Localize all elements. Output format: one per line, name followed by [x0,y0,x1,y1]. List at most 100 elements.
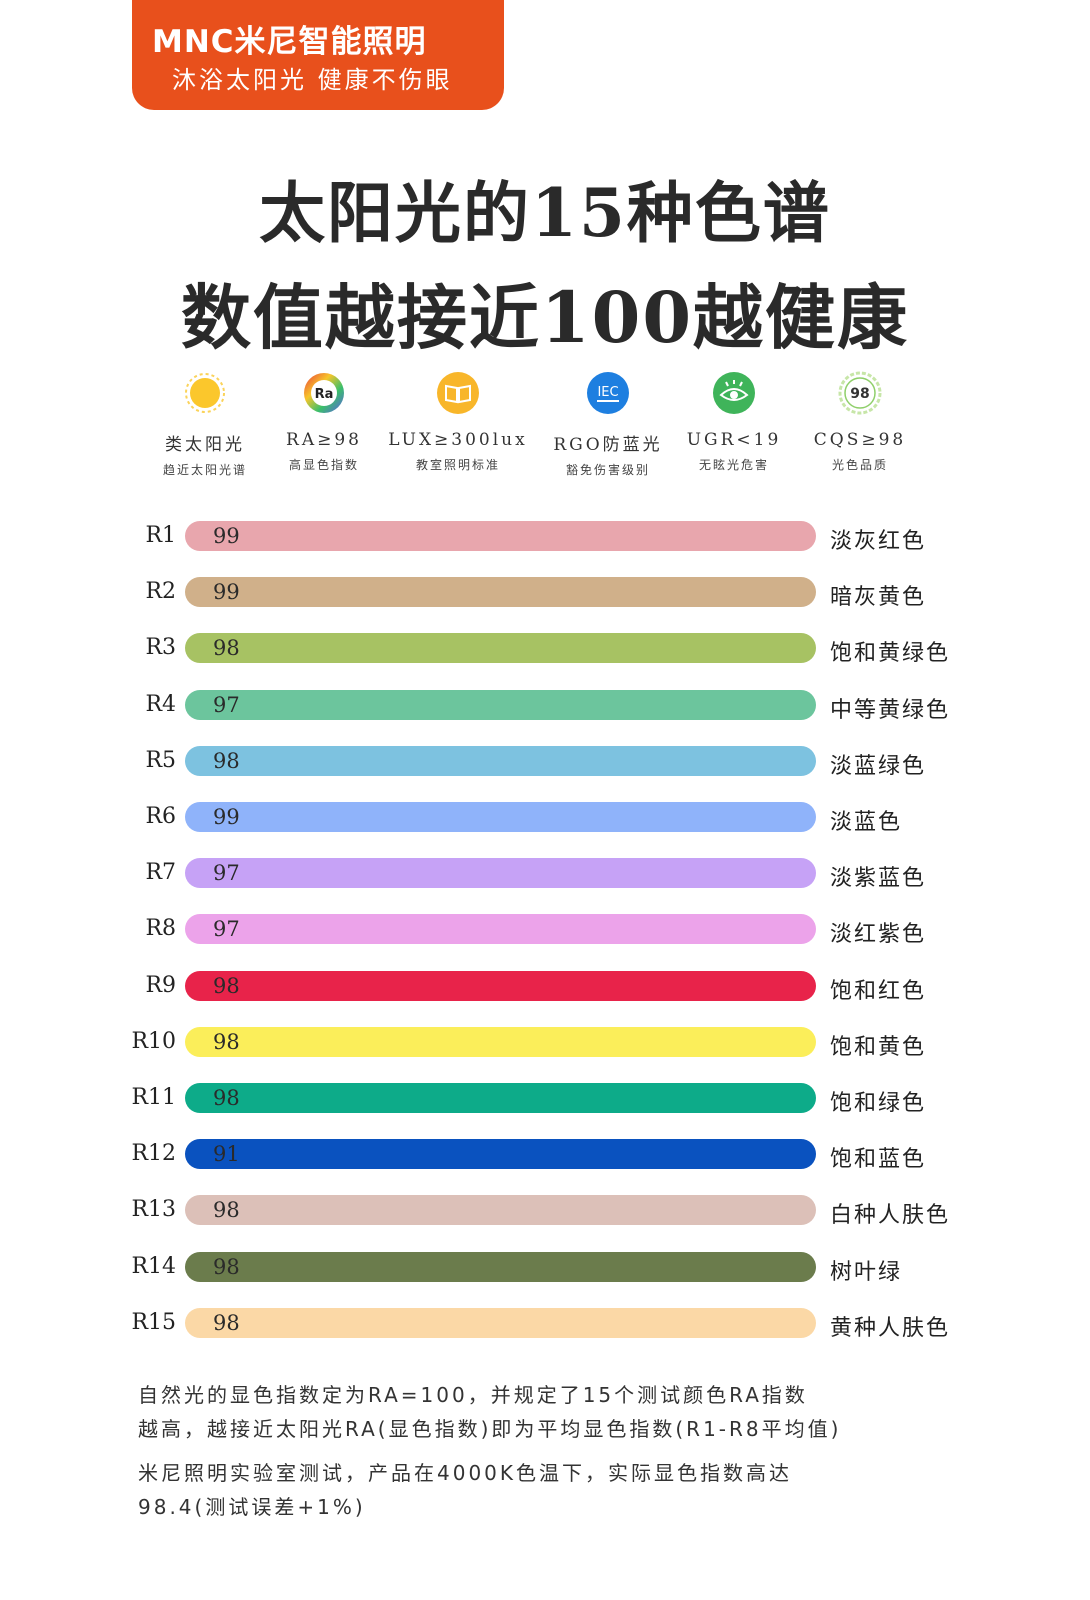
color-code-label: R15 [131,1309,176,1335]
color-bar: 97 [185,858,816,889]
color-name-label: 黄种人肤色 [830,1315,951,1341]
color-value-label: 99 [213,805,240,829]
sun-icon [182,370,228,416]
footer-line-2: 越高，越接近太阳光RA(显色指数)即为平均显色指数(R1-R8平均值) [138,1417,842,1441]
color-row: R3 98 饱和黄绿色 [0,631,1090,667]
color-bar: 98 [185,1251,816,1282]
color-bar: 99 [185,577,816,608]
color-code-label: R6 [145,804,176,829]
feature-cqs: 98 CQS≥98 光色品质 [790,370,930,473]
color-bar: 98 [185,745,816,776]
color-bar: 98 [185,1195,816,1226]
color-bar: 98 [185,633,816,664]
color-value-label: 91 [213,1142,240,1167]
color-name-label: 饱和红色 [830,978,927,1004]
feature-name: LUX≥300lux [388,430,528,450]
color-value-label: 99 [213,524,240,548]
color-row: R2 99 暗灰黄色 [0,575,1090,611]
color-name-label: 中等黄绿色 [830,697,951,723]
color-row: R4 97 中等黄绿色 [0,688,1090,723]
color-value-label: 98 [213,1086,240,1110]
color-name-label: 淡红紫色 [830,922,927,948]
color-code-label: R3 [145,635,176,661]
color-bar: 99 [185,802,816,832]
footer-line-3: 米尼照明实验室测试，产品在4000K色温下，实际显色指数高达 [138,1461,793,1485]
color-value-label: 97 [213,917,240,942]
ra-badge: Ra [315,387,334,402]
feature-ra: Ra RA≥98 高显色指数 [254,370,394,473]
color-value-label: 97 [213,692,240,717]
feature-sub: 教室照明标准 [415,458,500,472]
footer-line-4: 98.4(测试误差+1%) [138,1495,366,1519]
color-value-label: 98 [213,1198,240,1223]
feature-sub: 豁免伤害级别 [565,463,650,477]
color-bar: 98 [185,1083,816,1113]
color-name-label: 淡蓝色 [830,810,903,835]
color-row: R15 98 黄种人肤色 [0,1306,1090,1341]
color-bar: 99 [185,521,816,551]
ra-icon: Ra [301,370,347,416]
color-name-label: 树叶绿 [830,1259,903,1285]
feature-rgo: IEC RGO防蓝光 豁免伤害级别 [538,370,678,478]
color-code-label: R11 [131,1085,176,1110]
color-row: R13 98 白种人肤色 [0,1193,1090,1229]
color-row: R11 98 饱和绿色 [0,1081,1090,1116]
cqs-icon: 98 [837,370,883,416]
brand-slogan: 沐浴太阳光 健康不伤眼 [172,66,453,94]
color-name-label: 饱和黄绿色 [830,641,951,667]
color-value-label: 97 [213,861,240,886]
color-code-label: R7 [145,860,176,886]
feature-sub: 光色品质 [831,458,888,472]
color-value-label: 98 [213,636,240,661]
color-code-label: R10 [131,1028,176,1054]
feature-name: 类太阳光 [165,435,245,455]
iec-icon: IEC [585,370,631,416]
color-row: R8 97 淡红紫色 [0,912,1090,948]
color-code-label: R4 [145,691,176,717]
color-row: R7 97 淡紫蓝色 [0,856,1090,892]
color-value-label: 98 [213,973,240,998]
color-bar: 98 [185,1026,816,1057]
feature-sub: 趋近太阳光谱 [162,463,247,477]
color-code-label: R12 [131,1141,176,1167]
color-row: R5 98 淡蓝绿色 [0,744,1090,779]
cqs-badge: 98 [850,386,869,402]
feature-name: UGR<19 [686,430,782,450]
footer-line-1: 自然光的显色指数定为RA=100，并规定了15个测试颜色RA指数 [138,1383,808,1407]
color-code-label: R14 [131,1253,176,1279]
color-row: R1 99 淡灰红色 [0,519,1090,554]
color-name-label: 淡蓝绿色 [830,753,927,779]
color-bar: 97 [185,689,816,720]
iec-badge: IEC [597,385,618,400]
brand-header: MNC米尼智能照明 沐浴太阳光 健康不伤眼 [132,0,504,110]
color-row: R12 91 饱和蓝色 [0,1137,1090,1173]
feature-sub: 无眩光危害 [698,458,769,472]
page-title: 太阳光的15种色谱 [259,174,831,252]
color-value-label: 98 [213,748,240,773]
color-code-label: R2 [145,579,176,605]
color-value-label: 98 [213,1254,240,1279]
feature-name: CQS≥98 [813,430,907,450]
book-icon [435,370,481,416]
color-code-label: R9 [145,972,176,998]
page-subtitle: 数值越接近100越健康 [180,276,910,359]
color-code-label: R13 [131,1197,176,1223]
color-value-label: 98 [213,1310,240,1335]
color-name-label: 淡灰红色 [830,529,927,554]
color-bar: 98 [185,970,816,1001]
feature-lux: LUX≥300lux 教室照明标准 [388,370,528,473]
color-name-label: 饱和蓝色 [830,1147,927,1173]
feature-ugr: UGR<19 无眩光危害 [664,370,804,473]
color-name-label: 暗灰黄色 [830,585,927,611]
feature-sunlike: 类太阳光 趋近太阳光谱 [135,370,275,478]
color-name-label: 淡紫蓝色 [830,866,927,892]
color-row: R6 99 淡蓝色 [0,800,1090,835]
color-code-label: R1 [145,523,176,548]
color-bar: 91 [185,1139,816,1170]
color-name-label: 饱和绿色 [830,1091,927,1116]
color-name-label: 白种人肤色 [830,1203,951,1229]
color-row: R9 98 饱和红色 [0,969,1090,1004]
feature-name: RGO防蓝光 [553,435,663,455]
color-value-label: 99 [213,580,240,605]
color-row: R10 98 饱和黄色 [0,1025,1090,1060]
